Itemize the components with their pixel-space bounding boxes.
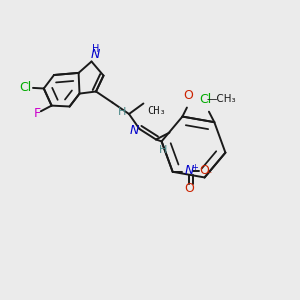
- Text: Cl: Cl: [199, 93, 212, 106]
- Text: ⁻: ⁻: [206, 170, 211, 180]
- Text: —CH₃: —CH₃: [206, 94, 236, 103]
- Text: N: N: [91, 48, 100, 61]
- Text: H: H: [92, 44, 99, 54]
- Text: N: N: [184, 164, 194, 177]
- Text: H: H: [118, 107, 127, 117]
- Text: Cl: Cl: [19, 81, 31, 94]
- Text: O: O: [184, 182, 194, 195]
- Text: CH₃: CH₃: [148, 106, 166, 116]
- Text: O: O: [184, 88, 194, 102]
- Text: +: +: [191, 163, 198, 172]
- Text: O: O: [199, 164, 209, 177]
- Text: F: F: [34, 106, 41, 120]
- Text: H: H: [159, 145, 167, 155]
- Text: N: N: [130, 124, 139, 137]
